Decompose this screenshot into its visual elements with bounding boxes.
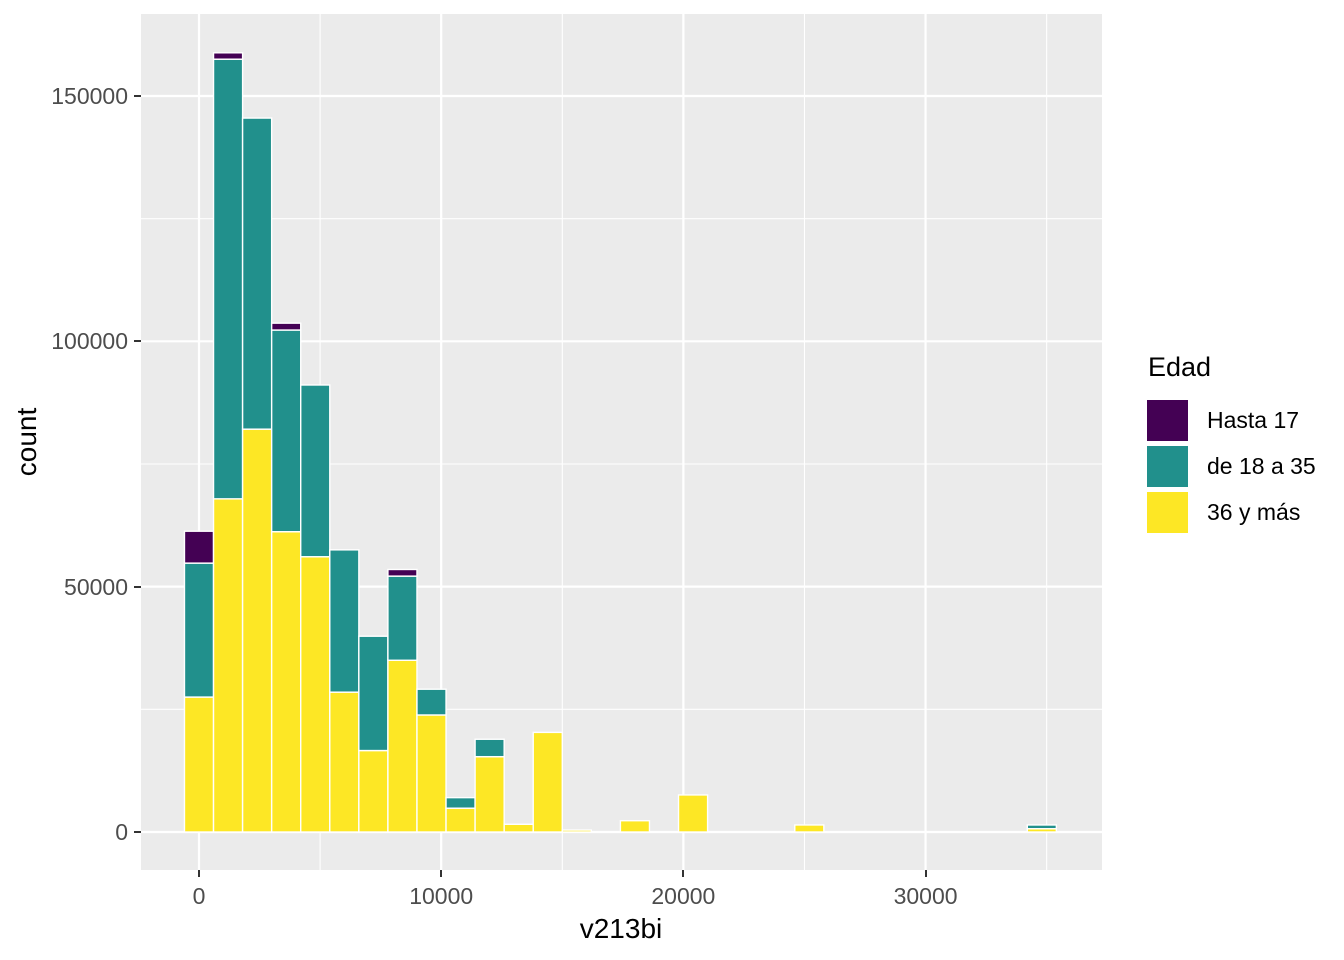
legend-swatch-36-y-mas (1147, 492, 1188, 533)
bar-segment (794, 824, 825, 833)
bar-segment (241, 428, 273, 833)
bar-segment (241, 117, 273, 430)
legend-item-36-y-mas: 36 y más (1147, 492, 1337, 533)
legend-swatch-de-18-a-35 (1147, 446, 1188, 487)
bar-segment (358, 635, 389, 752)
bar-segment (358, 749, 389, 833)
y-tick-label: 150000 (51, 82, 128, 109)
bar-segment (619, 820, 651, 833)
bar-segment (387, 659, 418, 833)
legend-item-de-18-a-35: de 18 a 35 (1147, 446, 1337, 487)
y-tick-mark (134, 340, 141, 343)
bar-segment (270, 322, 302, 331)
y-tick-mark (134, 830, 141, 833)
x-axis-title: v213bi (579, 913, 663, 944)
bar-segment (677, 794, 709, 833)
legend-title: Edad (1148, 352, 1212, 382)
y-tick-label: 100000 (51, 328, 128, 355)
bar-segment (532, 731, 563, 833)
bar-segment (387, 568, 418, 577)
x-tick-label: 10000 (409, 883, 474, 909)
legend: Edad Hasta 17 de 18 a 35 36 y más (1147, 352, 1337, 538)
y-tick-mark (134, 94, 141, 97)
y-axis-title: count (11, 407, 42, 477)
legend-label: Hasta 17 (1207, 407, 1300, 433)
bar-segment (300, 384, 331, 558)
bar-segment (387, 575, 418, 661)
bar-segment (416, 714, 447, 833)
bar-segment (270, 531, 302, 833)
bar-segment (212, 498, 244, 833)
x-tick-mark (924, 870, 927, 877)
x-tick-mark (440, 870, 443, 877)
bar-segment (212, 52, 244, 60)
bar-segment (183, 562, 215, 698)
bar-segment (474, 755, 505, 833)
legend-item-hasta-17: Hasta 17 (1147, 400, 1337, 441)
bar-segment (183, 696, 215, 833)
bar-segment (270, 329, 302, 533)
plot-panel (141, 14, 1102, 870)
y-tick-label: 0 (115, 818, 128, 845)
bar-segment (445, 796, 476, 809)
bar-segment (416, 688, 447, 716)
legend-swatch-hasta-17 (1147, 400, 1188, 441)
x-tick-mark (198, 870, 200, 877)
bar-segment (329, 549, 360, 693)
bar-segment (329, 691, 360, 833)
x-tick-mark (682, 870, 685, 877)
bar-segment (1026, 824, 1058, 830)
bar-segment (561, 829, 593, 833)
x-tick-label: 30000 (893, 883, 958, 909)
y-tick-mark (134, 585, 141, 588)
bar-segment (445, 807, 476, 833)
x-tick-label: 20000 (651, 883, 716, 909)
legend-label: 36 y más (1207, 499, 1301, 525)
histogram-canvas (141, 14, 1102, 870)
bar-segment (183, 530, 215, 564)
legend-label: de 18 a 35 (1207, 453, 1316, 479)
y-tick-label: 50000 (64, 573, 128, 600)
bar-segment (212, 58, 244, 500)
bar-segment (503, 823, 534, 833)
bar-segment (300, 556, 331, 833)
bar-segment (474, 738, 505, 758)
x-tick-label: 0 (192, 883, 206, 909)
